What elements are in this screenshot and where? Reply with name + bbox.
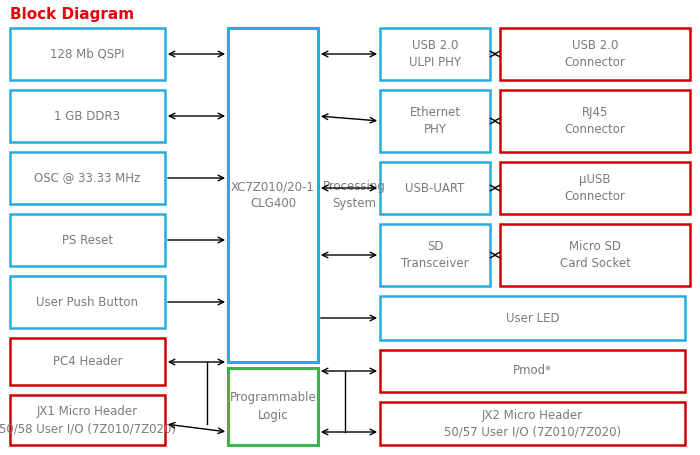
- Text: μUSB
Connector: μUSB Connector: [565, 173, 625, 203]
- Text: RJ45
Connector: RJ45 Connector: [565, 106, 625, 136]
- Text: USB 2.0
ULPI PHY: USB 2.0 ULPI PHY: [409, 39, 461, 69]
- Bar: [10, 214, 165, 266]
- Text: Programmable
Logic: Programmable Logic: [230, 391, 316, 421]
- Bar: [500, 162, 690, 214]
- Bar: [10, 28, 165, 80]
- Bar: [10, 276, 165, 328]
- Bar: [380, 224, 490, 286]
- Bar: [500, 224, 690, 286]
- Text: Ethernet
PHY: Ethernet PHY: [410, 106, 461, 136]
- Bar: [380, 28, 490, 80]
- Text: XC7Z010/20-1
CLG400: XC7Z010/20-1 CLG400: [231, 180, 315, 210]
- Text: OSC @ 33.33 MHz: OSC @ 33.33 MHz: [34, 172, 141, 184]
- Text: Pmod*: Pmod*: [513, 364, 552, 378]
- Bar: [380, 402, 685, 445]
- Text: SD
Transceiver: SD Transceiver: [401, 240, 469, 270]
- Bar: [500, 90, 690, 152]
- Text: USB 2.0
Connector: USB 2.0 Connector: [565, 39, 625, 69]
- Bar: [380, 162, 490, 214]
- Bar: [380, 296, 685, 340]
- Bar: [380, 90, 490, 152]
- Text: User LED: User LED: [505, 312, 559, 324]
- Text: 1 GB DDR3: 1 GB DDR3: [55, 110, 120, 122]
- Text: JX1 Micro Header
50/58 User I/O (7Z010/7Z020): JX1 Micro Header 50/58 User I/O (7Z010/7…: [0, 405, 176, 435]
- Bar: [10, 152, 165, 204]
- Text: 128 Mb QSPI: 128 Mb QSPI: [50, 47, 125, 61]
- Bar: [10, 338, 165, 385]
- Text: JX2 Micro Header
50/57 User I/O (7Z010/7Z020): JX2 Micro Header 50/57 User I/O (7Z010/7…: [444, 409, 621, 439]
- Text: PC4 Header: PC4 Header: [52, 355, 122, 368]
- Text: PS Reset: PS Reset: [62, 233, 113, 247]
- Bar: [10, 90, 165, 142]
- Text: Micro SD
Card Socket: Micro SD Card Socket: [559, 240, 631, 270]
- Bar: [228, 368, 318, 445]
- Text: Block Diagram: Block Diagram: [10, 6, 134, 21]
- Bar: [10, 395, 165, 445]
- Bar: [380, 350, 685, 392]
- Bar: [228, 28, 318, 362]
- Text: USB-UART: USB-UART: [405, 182, 465, 194]
- Text: User Push Button: User Push Button: [36, 295, 139, 308]
- Text: Processing
System: Processing System: [323, 180, 386, 210]
- Bar: [500, 28, 690, 80]
